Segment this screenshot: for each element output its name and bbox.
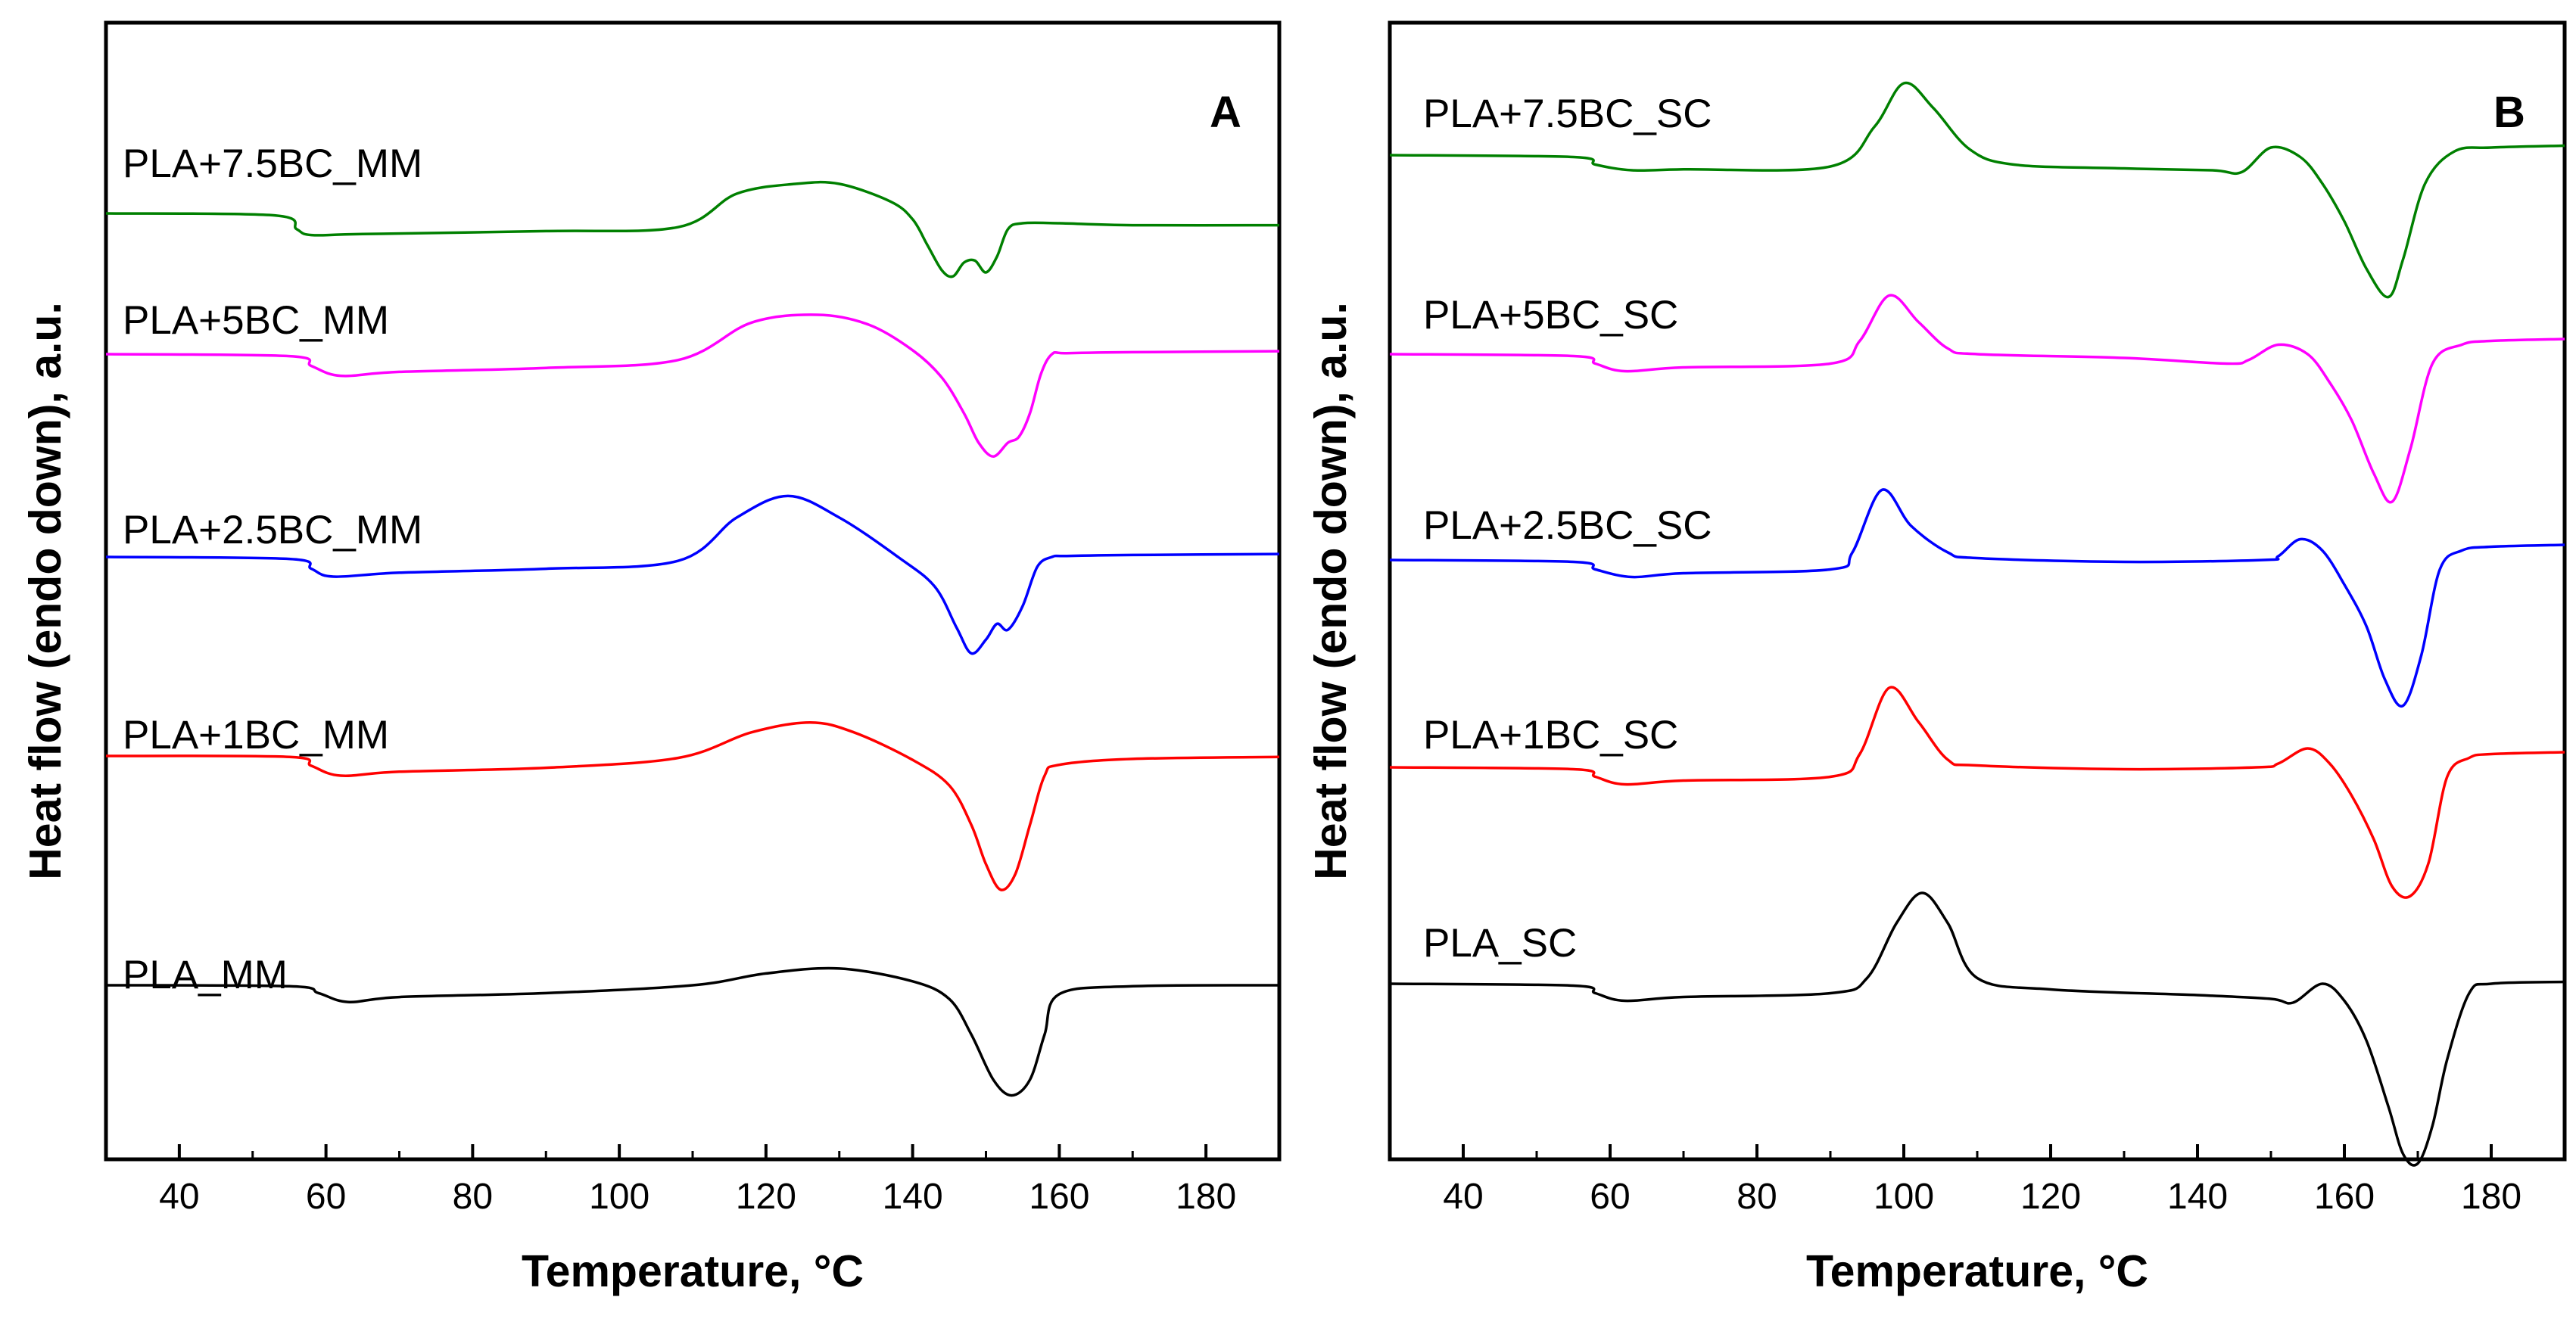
panel-b-curves [1389,81,2565,1167]
curve-pla-7-5bc-sc [1389,81,2565,299]
curve-pla-mm [105,966,1280,1097]
panel-a-label: A [1210,88,1241,137]
x-tick-label-60: 60 [306,1177,346,1217]
x-tick-label-60: 60 [1590,1177,1630,1217]
curve-label-pla-1bc-sc: PLA+1BC_SC [1423,713,1678,757]
x-tick-label-80: 80 [1737,1177,1777,1217]
curve-pla-5bc-sc [1389,294,2565,504]
panel-a-curves [105,180,1280,1097]
x-tick-label-100: 100 [589,1177,649,1217]
curve-pla-7-5bc-mm [105,180,1280,278]
panel-b: B 40 60 80 100 120 140 160 180 PLA+7.5BC_SC PLA… [1306,20,2567,1296]
x-tick-label-40: 40 [1443,1177,1483,1217]
panel-b-x-axis-title: Temperature, °C [1806,1246,2148,1296]
x-tick-label-140: 140 [2167,1177,2228,1217]
x-tick-label-180: 180 [1176,1177,1236,1217]
curve-label-pla-5bc-mm: PLA+5BC_MM [123,298,389,343]
curve-pla-1bc-sc [1389,686,2565,899]
curve-pla-2-5bc-sc [1389,488,2565,708]
curve-pla-1bc-mm [105,721,1280,891]
panel-b-label: B [2493,88,2525,137]
curve-label-pla-2-5bc-mm: PLA+2.5BC_MM [123,508,422,552]
x-tick-label-100: 100 [1874,1177,1934,1217]
x-tick-label-40: 40 [159,1177,199,1217]
curve-pla-2-5bc-mm [105,494,1280,655]
x-tick-label-180: 180 [2461,1177,2521,1217]
x-tick-label-160: 160 [1029,1177,1089,1217]
curve-label-pla-7-5bc-sc: PLA+7.5BC_SC [1423,92,1712,136]
panel-a-y-axis-title: Heat flow (endo down), a.u. [20,302,70,880]
x-tick-label-80: 80 [453,1177,493,1217]
curve-label-pla-1bc-mm: PLA+1BC_MM [123,713,389,757]
curve-pla-sc [1389,891,2565,1167]
curve-label-pla-mm: PLA_MM [123,953,288,997]
panel-b-frame [1388,20,2567,1162]
x-tick-label-140: 140 [883,1177,943,1217]
panel-b-x-ticks: 40 60 80 100 120 140 160 180 [1443,1144,2521,1217]
x-tick-label-120: 120 [736,1177,796,1217]
panel-a: A 40 60 80 100 120 140 160 180 PLA+7.5BC_MM PLA… [20,20,1282,1296]
curve-label-pla-sc: PLA_SC [1423,921,1577,966]
panel-a-x-axis-title: Temperature, °C [522,1246,864,1296]
panel-a-frame [104,20,1282,1162]
panel-b-y-axis-title: Heat flow (endo down), a.u. [1306,302,1356,880]
curve-label-pla-2-5bc-sc: PLA+2.5BC_SC [1423,503,1712,548]
curve-pla-5bc-mm [105,313,1280,458]
x-tick-label-160: 160 [2314,1177,2375,1217]
curve-label-pla-7-5bc-mm: PLA+7.5BC_MM [123,142,422,186]
panel-a-x-ticks: 40 60 80 100 120 140 160 180 [159,1144,1236,1217]
x-tick-label-120: 120 [2020,1177,2081,1217]
curve-label-pla-5bc-sc: PLA+5BC_SC [1423,293,1678,337]
